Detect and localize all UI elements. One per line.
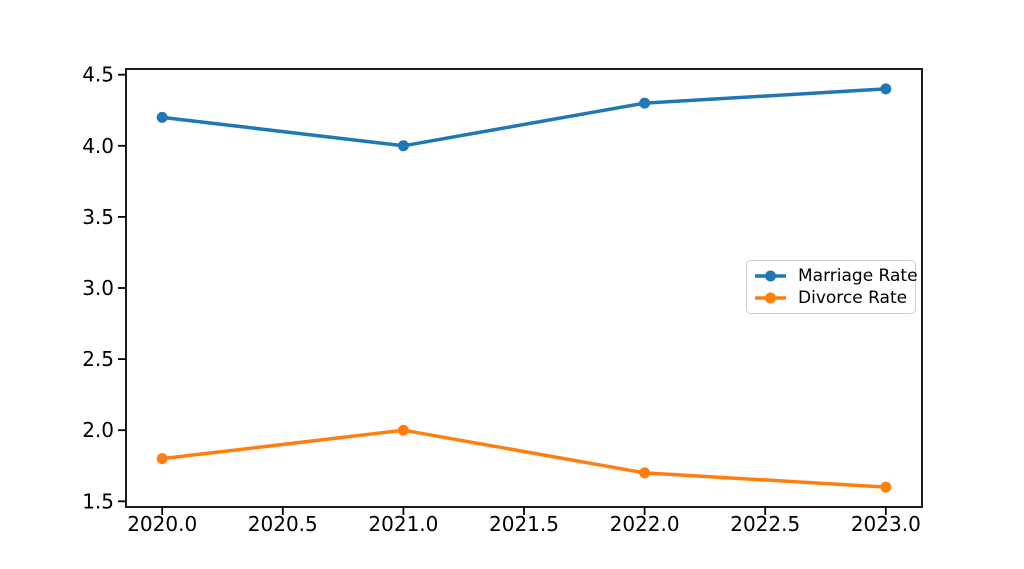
legend-label: Marriage Rate: [798, 265, 918, 286]
legend-entry: Divorce Rate: [753, 287, 909, 309]
x-tick-label: 2023.0: [851, 512, 921, 536]
y-tick-label: 1.5: [82, 489, 114, 513]
data-point-divorce-rate: [880, 481, 892, 493]
legend-label: Divorce Rate: [798, 287, 908, 308]
data-point-divorce-rate: [397, 424, 409, 436]
x-tick-label: 2021.5: [489, 512, 559, 536]
y-tick-label: 4.5: [82, 63, 114, 87]
x-tick-label: 2020.5: [248, 512, 318, 536]
y-tick-label: 4.0: [82, 134, 114, 158]
data-point-divorce-rate: [156, 453, 168, 465]
data-point-marriage-rate: [880, 83, 892, 95]
data-point-divorce-rate: [639, 467, 651, 479]
data-point-marriage-rate: [397, 140, 409, 152]
y-tick-label: 2.5: [82, 347, 114, 371]
data-point-marriage-rate: [639, 97, 651, 109]
legend-line-marker-icon: [755, 270, 786, 282]
legend-entry: Marriage Rate: [753, 265, 918, 287]
x-tick-label: 2020.0: [127, 512, 197, 536]
data-point-marriage-rate: [156, 111, 168, 123]
y-tick-label: 2.0: [82, 418, 114, 442]
series-line-marriage-rate: [160, 87, 888, 148]
x-tick-label: 2022.5: [730, 512, 800, 536]
y-tick-label: 3.5: [82, 205, 114, 229]
y-tick-label: 3.0: [82, 276, 114, 300]
x-tick-label: 2021.0: [368, 512, 438, 536]
legend-line-marker-icon: [755, 292, 786, 304]
legend: Marriage Rate Divorce Rate: [746, 260, 918, 314]
x-tick-label: 2022.0: [610, 512, 680, 536]
series-line-divorce-rate: [160, 428, 888, 489]
